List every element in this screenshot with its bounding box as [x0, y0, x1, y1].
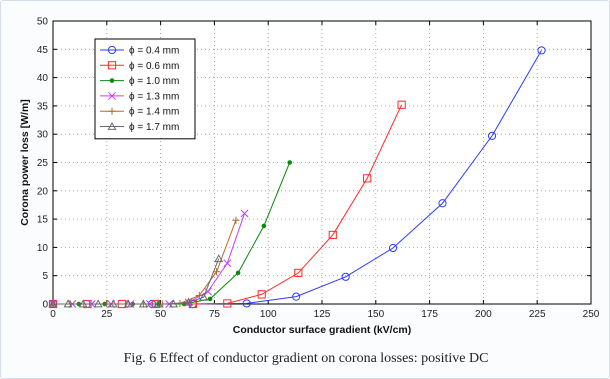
x-tick-label: 200 — [475, 309, 492, 320]
x-tick-label: 50 — [155, 309, 167, 320]
x-tick-label: 25 — [101, 309, 113, 320]
y-tick-label: 0 — [42, 300, 48, 311]
y-axis-label: Corona power loss [W/m] — [19, 99, 31, 226]
legend-label-4: ϕ = 1.3 mm — [129, 91, 179, 102]
data-point-series-1 — [438, 199, 447, 208]
legend-marker-3 — [109, 78, 115, 83]
data-point-series-6 — [78, 299, 88, 308]
legend-label-2: ϕ = 0.6 mm — [129, 61, 179, 72]
y-tick-label: 30 — [37, 130, 49, 141]
x-axis-label: Conductor surface gradient (kV/cm) — [233, 324, 412, 336]
x-tick-label: 225 — [529, 309, 546, 320]
data-point-series-6 — [123, 299, 133, 308]
data-point-series-6 — [63, 299, 73, 308]
x-tick-label: 75 — [209, 309, 221, 320]
data-point-series-3 — [261, 223, 267, 229]
x-tick-label: 175 — [421, 309, 438, 320]
legend-marker-4 — [108, 91, 116, 100]
data-point-series-2 — [397, 100, 406, 109]
y-tick-label: 45 — [37, 45, 49, 56]
x-tick-label: 100 — [260, 309, 277, 320]
data-point-series-6 — [108, 299, 118, 308]
data-point-series-3 — [207, 296, 213, 302]
legend-marker-2 — [107, 61, 117, 70]
legend-label-3: ϕ = 1.0 mm — [129, 76, 179, 87]
y-tick-label: 35 — [37, 101, 49, 112]
data-point-series-2 — [257, 290, 266, 299]
y-tick-label: 15 — [37, 215, 49, 226]
data-point-series-6 — [214, 254, 224, 263]
data-point-series-6 — [184, 297, 194, 306]
legend-marker-6 — [107, 121, 117, 130]
data-point-series-5 — [232, 216, 240, 224]
data-point-series-5 — [195, 291, 203, 300]
y-tick-label: 5 — [42, 271, 48, 282]
data-point-series-5 — [212, 268, 221, 276]
data-point-series-3 — [235, 270, 241, 276]
legend-label-6: ϕ = 1.7 mm — [129, 122, 179, 133]
data-point-series-2 — [363, 174, 372, 183]
data-point-series-2 — [223, 299, 232, 308]
data-point-series-1 — [487, 131, 497, 140]
figure-caption: Fig. 6 Effect of conductor gradient on c… — [123, 351, 489, 366]
legend-marker-5 — [108, 107, 116, 115]
x-tick-label: 0 — [50, 309, 56, 320]
data-point-series-4 — [203, 287, 212, 296]
x-tick-label: 125 — [314, 309, 331, 320]
data-point-series-6 — [169, 299, 178, 308]
data-point-series-1 — [242, 299, 251, 308]
y-tick-label: 25 — [37, 158, 49, 169]
y-tick-label: 20 — [37, 186, 49, 197]
data-point-series-6 — [48, 299, 58, 308]
data-point-series-6 — [138, 299, 148, 308]
y-tick-label: 40 — [37, 73, 49, 84]
data-point-series-6 — [93, 299, 103, 308]
y-tick-label: 10 — [37, 243, 49, 254]
data-point-series-6 — [153, 299, 163, 308]
data-point-series-4 — [223, 259, 232, 268]
legend-label-1: ϕ = 0.4 mm — [129, 46, 179, 57]
legend-box — [94, 38, 196, 140]
x-tick-label: 250 — [583, 309, 600, 320]
y-tick-label: 50 — [37, 17, 49, 28]
data-point-series-3 — [287, 160, 293, 165]
data-point-series-1 — [341, 272, 350, 281]
data-point-series-2 — [328, 230, 337, 240]
x-tick-label: 150 — [367, 309, 384, 320]
legend-marker-1 — [107, 45, 117, 55]
corona-loss-chart: 0 25 50 75 100 125 150 175 200 225 250 0 5 10 15 20 25 30… — [19, 17, 600, 337]
data-point-series-1 — [537, 46, 546, 55]
data-point-series-2 — [294, 268, 303, 277]
data-point-series-6 — [199, 292, 209, 301]
legend-label-5: ϕ = 1.4 mm — [129, 107, 179, 118]
data-point-series-1 — [292, 292, 301, 301]
data-point-series-1 — [388, 243, 398, 253]
data-point-series-4 — [240, 209, 249, 218]
